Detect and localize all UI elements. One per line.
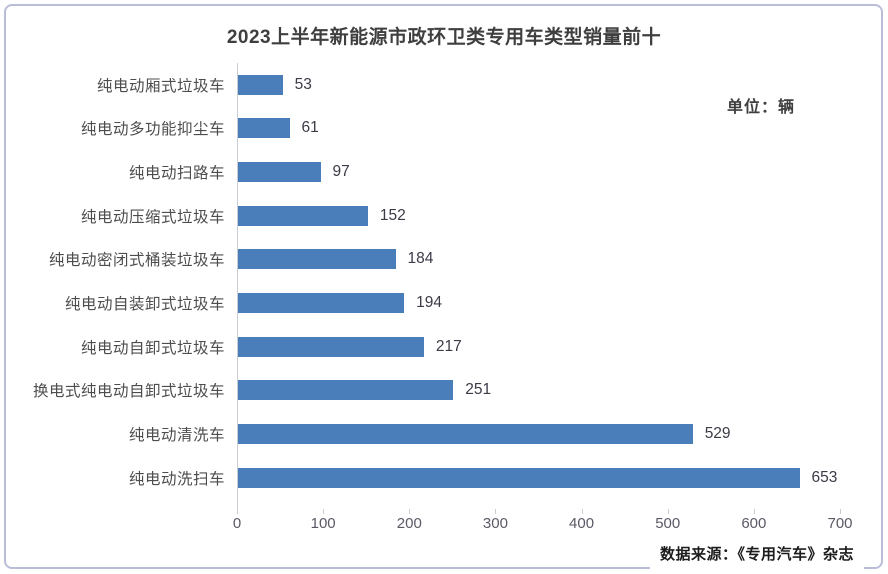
bar — [237, 380, 454, 401]
x-tick-label: 300 — [482, 515, 508, 532]
x-tick-mark — [409, 509, 411, 514]
chart-title: 2023上半年新能源市政环卫类专用车类型销量前十 — [226, 27, 662, 48]
x-tick-label: 700 — [827, 515, 853, 532]
chart-row: 纯电动密闭式桶装垃圾车 184 — [0, 238, 888, 282]
category-label: 纯电动密闭式桶装垃圾车 — [48, 252, 225, 270]
value-label: 251 — [465, 381, 492, 399]
value-label: 529 — [704, 425, 731, 443]
value-label: 61 — [301, 119, 319, 137]
x-tick-mark — [667, 509, 669, 514]
chart-row: 纯电动自卸式垃圾车 217 — [0, 325, 888, 369]
chart-row: 纯电动厢式垃圾车 53 — [0, 63, 888, 107]
x-tick-mark — [495, 509, 497, 514]
bar — [237, 424, 693, 445]
chart-row: 纯电动扫路车 97 — [0, 150, 888, 194]
x-tick-mark — [581, 509, 583, 514]
source-note: 数据来源：《专用汽车》杂志 — [649, 539, 864, 570]
bar — [237, 74, 283, 95]
x-axis: 0 100 200 300 400 500 600 700 — [0, 509, 888, 539]
bar — [237, 467, 800, 488]
x-tick-mark — [753, 509, 755, 514]
x-tick-label: 0 — [232, 515, 242, 532]
value-label: 217 — [435, 337, 462, 355]
chart-row: 纯电动多功能抑尘车 61 — [0, 107, 888, 151]
category-label: 纯电动厢式垃圾车 — [96, 77, 225, 95]
chart-row: 纯电动压缩式垃圾车 152 — [0, 194, 888, 238]
x-tick-label: 100 — [310, 515, 336, 532]
category-label: 纯电动自装卸式垃圾车 — [64, 296, 225, 314]
bar — [237, 249, 396, 270]
x-tick-mark — [840, 509, 841, 514]
category-label: 纯电动清洗车 — [128, 427, 225, 445]
chart-row: 换电式纯电动自卸式垃圾车 251 — [0, 369, 888, 413]
bar — [237, 205, 368, 226]
value-label: 152 — [379, 206, 406, 224]
x-tick-label: 200 — [396, 515, 422, 532]
value-label: 194 — [416, 294, 442, 312]
value-label: 97 — [332, 163, 350, 181]
category-label: 纯电动洗扫车 — [128, 470, 225, 488]
y-axis-line — [237, 63, 238, 509]
chart-row: 纯电动自装卸式垃圾车 194 — [0, 281, 888, 325]
chart-row: 纯电动清洗车 529 — [0, 412, 888, 456]
category-label: 换电式纯电动自卸式垃圾车 — [32, 383, 225, 401]
bar — [237, 118, 290, 139]
chart-row: 纯电动洗扫车 653 — [0, 456, 888, 500]
x-tick-label: 500 — [655, 515, 681, 532]
x-tick-mark — [323, 509, 325, 514]
bar — [237, 162, 321, 183]
category-label: 纯电动多功能抑尘车 — [80, 121, 225, 139]
x-tick-label: 400 — [569, 515, 595, 532]
bars-area: 纯电动厢式垃圾车 53 纯电动多功能抑尘车 61 纯电动扫路车 97 纯电动压缩式垃圾车 15… — [0, 63, 888, 500]
bar — [237, 293, 405, 314]
category-label: 纯电动压缩式垃圾车 — [80, 208, 225, 226]
x-tick-mark — [237, 509, 238, 514]
category-label: 纯电动自卸式垃圾车 — [80, 339, 225, 357]
category-label: 纯电动扫路车 — [128, 165, 225, 183]
value-label: 653 — [811, 468, 838, 486]
value-label: 53 — [294, 75, 312, 93]
bar — [237, 336, 424, 357]
unit-label: 单位：辆 — [726, 99, 795, 116]
value-label: 184 — [407, 250, 434, 268]
x-tick-label: 600 — [741, 515, 767, 532]
